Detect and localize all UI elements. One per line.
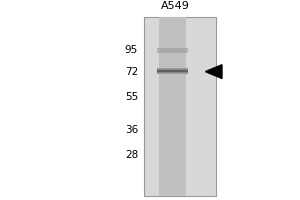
Text: 72: 72 — [125, 67, 138, 77]
Text: A549: A549 — [161, 1, 190, 11]
Text: 36: 36 — [125, 125, 138, 135]
Polygon shape — [206, 65, 222, 79]
Bar — [144, 17, 216, 196]
Text: 55: 55 — [125, 92, 138, 102]
Bar — [157, 72, 188, 73]
Bar — [157, 73, 188, 74]
Bar — [157, 48, 188, 53]
Text: 28: 28 — [125, 150, 138, 160]
Bar — [157, 69, 188, 70]
Bar — [159, 17, 186, 196]
Bar — [157, 71, 188, 72]
Bar — [157, 70, 188, 71]
Text: 95: 95 — [125, 45, 138, 55]
Bar — [157, 68, 188, 69]
